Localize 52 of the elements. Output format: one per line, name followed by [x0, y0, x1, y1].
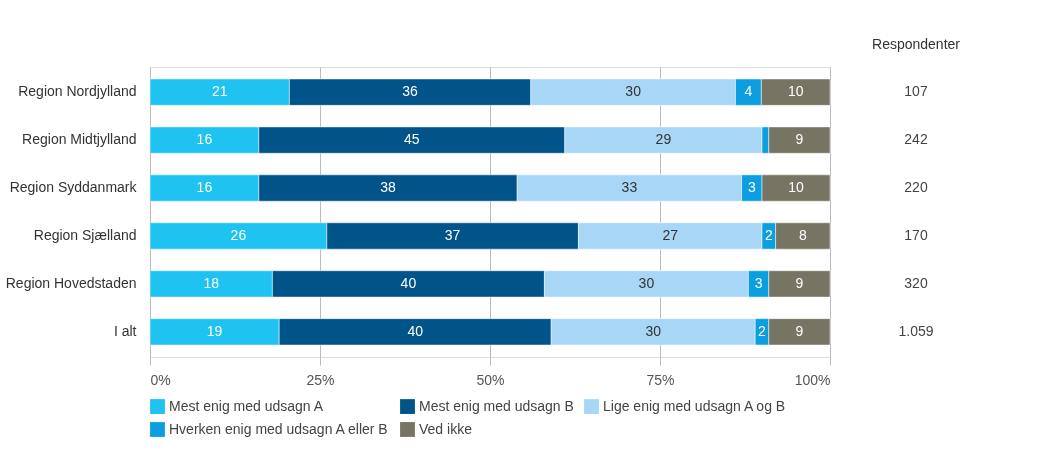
data-label: 30: [645, 322, 662, 339]
y-tick-label: Region Syddanmark: [9, 179, 138, 196]
data-label: 33: [621, 179, 638, 196]
y-tick-label: Region Hovedstaden: [5, 274, 137, 291]
data-label: 10: [787, 83, 804, 100]
data-label: 9: [795, 131, 804, 148]
text: Respondenter: [872, 36, 961, 52]
text: 242: [904, 131, 928, 148]
data-label: 18: [203, 274, 220, 291]
data-label: 19: [206, 322, 223, 339]
x-tick-label: 100%: [794, 371, 831, 388]
text: 320: [904, 274, 928, 291]
data-label: 40: [400, 274, 417, 291]
legend-label: Mest enig med udsagn A: [169, 397, 324, 414]
y-tick-label: Region Sjælland: [33, 226, 137, 243]
data-label: 8: [798, 226, 807, 243]
x-tick-label: 50%: [476, 371, 505, 388]
data-label: 16: [196, 179, 213, 196]
data-label: 29: [655, 131, 672, 148]
y-tick-label: Region Nordjylland: [18, 83, 137, 100]
data-label: 45: [404, 131, 420, 148]
text: 1.059: [898, 322, 934, 339]
data-label: 30: [638, 274, 655, 291]
legend-label: Mest enig med udsagn B: [419, 397, 574, 414]
x-tick-label: 75%: [646, 371, 675, 388]
data-label: 2: [764, 226, 773, 243]
data-label: 16: [196, 131, 213, 148]
legend-label: Hverken enig med udsagn A eller B: [169, 420, 388, 437]
text: 170: [904, 226, 928, 243]
data-label: 10: [788, 179, 804, 196]
x-tick-label: 25%: [306, 371, 335, 388]
data-label: 36: [402, 83, 419, 100]
legend-label: Ved ikke: [419, 420, 473, 437]
data-label: 3: [747, 179, 756, 196]
data-label: 3: [754, 274, 763, 291]
text: 107: [904, 83, 928, 100]
data-label: 4: [744, 83, 753, 100]
data-label: 27: [662, 226, 679, 243]
y-tick-label: I alt: [113, 322, 137, 339]
text: 220: [904, 179, 928, 196]
data-label: 2: [758, 322, 767, 339]
data-label: 26: [230, 226, 247, 243]
data-label: 30: [625, 83, 642, 100]
legend-label: Lige enig med udsagn A og B: [603, 397, 786, 414]
x-tick-label: 0%: [150, 371, 171, 388]
data-label: 38: [380, 179, 396, 196]
data-label: 9: [795, 274, 804, 291]
data-label: 40: [407, 322, 424, 339]
data-label: 37: [444, 226, 461, 243]
data-label: 9: [795, 322, 804, 339]
data-label: 21: [211, 83, 228, 100]
y-tick-label: Region Midtjylland: [22, 131, 137, 148]
